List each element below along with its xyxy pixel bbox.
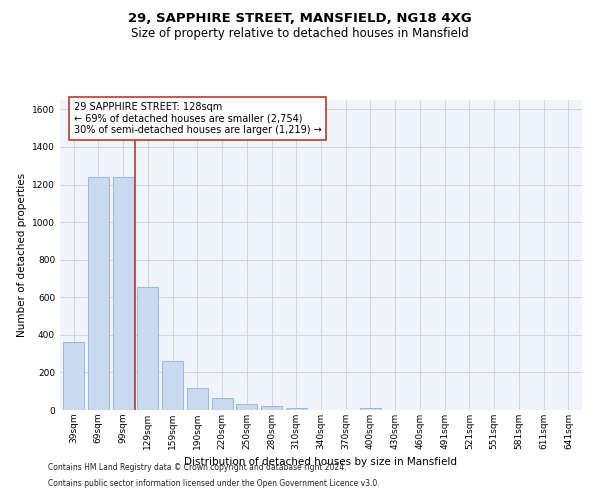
Y-axis label: Number of detached properties: Number of detached properties (17, 173, 26, 337)
Bar (236, 404, 257, 410)
Text: 29, SAPPHIRE STREET, MANSFIELD, NG18 4XG: 29, SAPPHIRE STREET, MANSFIELD, NG18 4XG (128, 12, 472, 26)
X-axis label: Distribution of detached houses by size in Mansfield: Distribution of detached houses by size … (185, 458, 458, 468)
Text: 29 SAPPHIRE STREET: 128sqm
← 69% of detached houses are smaller (2,754)
30% of s: 29 SAPPHIRE STREET: 128sqm ← 69% of deta… (74, 102, 322, 136)
Bar (162, 361, 183, 410)
Bar (137, 287, 158, 410)
Text: Contains public sector information licensed under the Open Government Licence v3: Contains public sector information licen… (48, 478, 380, 488)
Bar (286, 408, 307, 410)
Bar (261, 406, 282, 410)
Bar (187, 388, 208, 410)
Bar (63, 342, 84, 410)
Bar (360, 408, 381, 410)
Bar (113, 177, 134, 410)
Text: Size of property relative to detached houses in Mansfield: Size of property relative to detached ho… (131, 28, 469, 40)
Bar (212, 398, 233, 410)
Bar (88, 177, 109, 410)
Text: Contains HM Land Registry data © Crown copyright and database right 2024.: Contains HM Land Registry data © Crown c… (48, 464, 347, 472)
